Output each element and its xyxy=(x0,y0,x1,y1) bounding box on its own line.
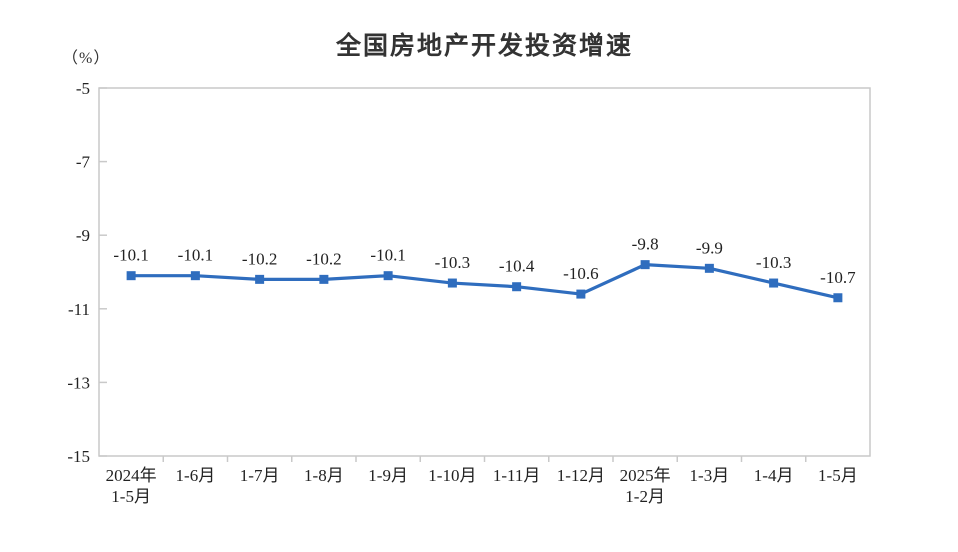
plot-border xyxy=(98,87,871,457)
data-point-label: -9.9 xyxy=(696,238,723,257)
x-axis-label: 1-6月 xyxy=(176,466,216,485)
x-axis-label: 2024年 1-5月 xyxy=(106,466,157,506)
data-point-label: -10.6 xyxy=(563,264,598,283)
y-tick-label: -15 xyxy=(67,447,90,466)
x-axis-label: 1-11月 xyxy=(493,466,541,485)
y-axis-unit-label: （%） xyxy=(62,50,111,67)
data-point-marker xyxy=(383,271,393,281)
series-line xyxy=(129,263,840,300)
data-point-label: -10.3 xyxy=(756,253,791,272)
data-point-label: -10.1 xyxy=(178,246,213,265)
data-point-marker xyxy=(704,263,714,273)
data-point-label: -10.1 xyxy=(370,246,405,265)
data-point-marker xyxy=(833,293,843,303)
x-axis-label: 1-10月 xyxy=(428,466,476,485)
data-point-marker xyxy=(640,260,650,270)
data-point-marker xyxy=(447,278,457,288)
x-axis-label: 1-9月 xyxy=(368,466,408,485)
x-axis-label: 1-5月 xyxy=(818,466,858,485)
data-point-label: -10.2 xyxy=(306,249,341,268)
data-point-marker xyxy=(576,289,586,299)
x-axis-label: 1-8月 xyxy=(304,466,344,485)
data-point-label: -9.8 xyxy=(632,235,659,254)
data-point-marker xyxy=(126,271,136,281)
x-axis-label: 1-12月 xyxy=(557,466,605,485)
y-tick-label: -7 xyxy=(76,153,91,172)
y-tick-label: -9 xyxy=(76,226,90,245)
data-point-label: -10.7 xyxy=(820,268,856,287)
x-axis-label: 1-4月 xyxy=(754,466,794,485)
data-point-marker xyxy=(190,271,200,281)
data-point-marker xyxy=(769,278,779,288)
data-point-label: -10.4 xyxy=(499,257,535,276)
data-point-label: -10.3 xyxy=(435,253,470,272)
data-point-marker xyxy=(255,274,265,284)
x-axis-label: 2025年 1-2月 xyxy=(620,466,671,506)
x-axis-label: 1-3月 xyxy=(690,466,730,485)
y-tick-label: -13 xyxy=(67,373,90,392)
chart-title: 全国房地产开发投资增速 xyxy=(335,32,633,60)
y-tick-label: -5 xyxy=(76,79,90,98)
data-point-marker xyxy=(319,274,329,284)
data-point-label: -10.1 xyxy=(113,246,148,265)
x-axis-label: 1-7月 xyxy=(240,466,280,485)
y-tick-label: -11 xyxy=(68,300,90,319)
data-point-marker xyxy=(512,282,522,292)
data-point-label: -10.2 xyxy=(242,249,277,268)
